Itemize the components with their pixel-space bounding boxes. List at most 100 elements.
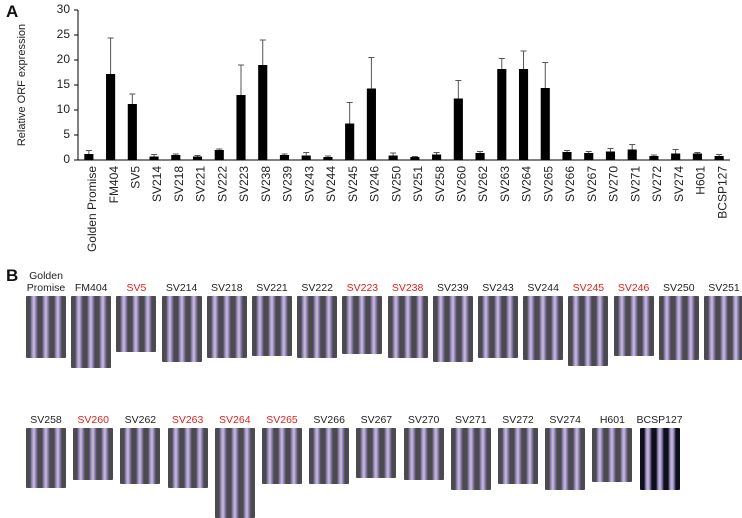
- photo-item: SV251: [701, 268, 742, 360]
- root-photo: [161, 296, 202, 362]
- root-photo: [523, 296, 564, 360]
- x-tick-label: SV271: [628, 166, 642, 202]
- root-photo: [309, 428, 350, 484]
- root-photo: [116, 296, 157, 352]
- root-photo: [387, 296, 428, 358]
- error-bar: [716, 154, 723, 156]
- error-bar: [672, 149, 679, 154]
- error-bar: [650, 154, 657, 156]
- error-bar: [281, 153, 288, 155]
- y-axis-label: Relative ORF expression: [16, 24, 28, 146]
- photo-item: SV271: [448, 400, 494, 490]
- error-bar: [411, 156, 418, 157]
- photo-item: SV265: [259, 400, 305, 484]
- photo-label: SV5: [126, 282, 147, 294]
- page: { "panel_labels": ["A", "B"], "chart_dat…: [6, 2, 742, 518]
- photo-item: SV250: [656, 268, 702, 360]
- root-photo: [450, 428, 491, 490]
- photo-label: SV267: [360, 414, 393, 426]
- bar: [692, 153, 702, 160]
- error-bar: [585, 151, 592, 153]
- x-tick-label: BCSP127: [715, 166, 729, 219]
- root-photo: [403, 428, 444, 480]
- x-tick-label: SV239: [281, 166, 295, 202]
- bar: [388, 155, 398, 160]
- photo-item: BCSP127: [637, 400, 683, 490]
- error-bar: [238, 64, 244, 95]
- bar: [410, 157, 420, 160]
- photo-label: SV270: [407, 414, 440, 426]
- bar: [497, 69, 507, 160]
- root-photo: [26, 428, 66, 488]
- bar: [584, 153, 594, 160]
- error-bar: [85, 150, 92, 154]
- x-tick-label: SV238: [259, 166, 273, 202]
- photo-item: SV245: [565, 268, 611, 366]
- photo-label: SV266: [313, 414, 345, 426]
- bar: [649, 156, 659, 160]
- root-photo: [214, 428, 255, 518]
- error-bar: [629, 144, 636, 150]
- root-photo: [297, 296, 338, 358]
- y-tick-label: 20: [57, 52, 71, 66]
- bar: [258, 65, 268, 160]
- bar: [171, 155, 181, 160]
- bar: [323, 157, 333, 160]
- photo-item: SV214: [159, 268, 205, 362]
- x-tick-label: SV267: [585, 166, 599, 202]
- error-bar: [694, 152, 701, 154]
- x-tick-label: SV263: [498, 166, 512, 202]
- root-photo: [498, 428, 538, 484]
- y-tick-label: 25: [57, 27, 71, 41]
- bar: [192, 156, 203, 160]
- photo-label: SV222: [301, 282, 333, 294]
- bar: [279, 155, 290, 160]
- error-bar: [607, 148, 614, 152]
- root-photo: [342, 296, 383, 354]
- photo-label: BCSP127: [636, 414, 683, 426]
- bar: [106, 74, 116, 160]
- x-tick-label: Golden Promise: [85, 166, 99, 252]
- x-tick-label: H601: [694, 166, 708, 195]
- photo-item: SV262: [117, 400, 163, 484]
- photo-label: SV260: [77, 414, 109, 426]
- photo-label: SV274: [549, 414, 581, 426]
- x-tick-label: SV274: [672, 166, 686, 202]
- x-tick-label: SV251: [411, 166, 425, 202]
- root-photo: [545, 428, 586, 490]
- photo-label: SV272: [502, 414, 534, 426]
- error-bar: [324, 155, 331, 157]
- root-photo: [356, 428, 397, 478]
- photo-item: SV272: [495, 400, 541, 484]
- error-bar: [129, 93, 136, 104]
- x-tick-label: SV264: [520, 166, 534, 202]
- root-photo: [167, 428, 208, 488]
- photo-item: SV5: [113, 268, 159, 352]
- photo-label: SV246: [617, 282, 650, 294]
- photo-item: SV246: [611, 268, 657, 356]
- bar: [345, 123, 355, 160]
- error-bar: [368, 57, 375, 89]
- photo-label: SV239: [437, 282, 469, 294]
- photo-item: H601: [589, 400, 635, 482]
- error-bar: [542, 62, 549, 88]
- error-bar: [216, 148, 223, 150]
- root-photo: [704, 296, 742, 360]
- root-photo: [73, 428, 114, 480]
- panel-label: A: [6, 2, 19, 21]
- x-tick-label: SV258: [433, 166, 447, 202]
- root-photo: [71, 296, 112, 368]
- photo-item: SV274: [542, 400, 588, 490]
- photo-label: SV262: [124, 414, 157, 426]
- error-bar: [172, 153, 179, 155]
- photo-label: SV251: [708, 282, 740, 294]
- photo-label: SV214: [165, 282, 198, 294]
- root-photo: [206, 296, 247, 358]
- photo-item: SV264: [212, 400, 258, 518]
- error-bar: [433, 152, 440, 155]
- photo-label: SV218: [211, 282, 243, 294]
- y-tick-label: 15: [57, 77, 71, 91]
- x-tick-label: SV272: [650, 166, 664, 202]
- photo-label: SV244: [527, 282, 559, 294]
- photo-label: SV271: [455, 414, 487, 426]
